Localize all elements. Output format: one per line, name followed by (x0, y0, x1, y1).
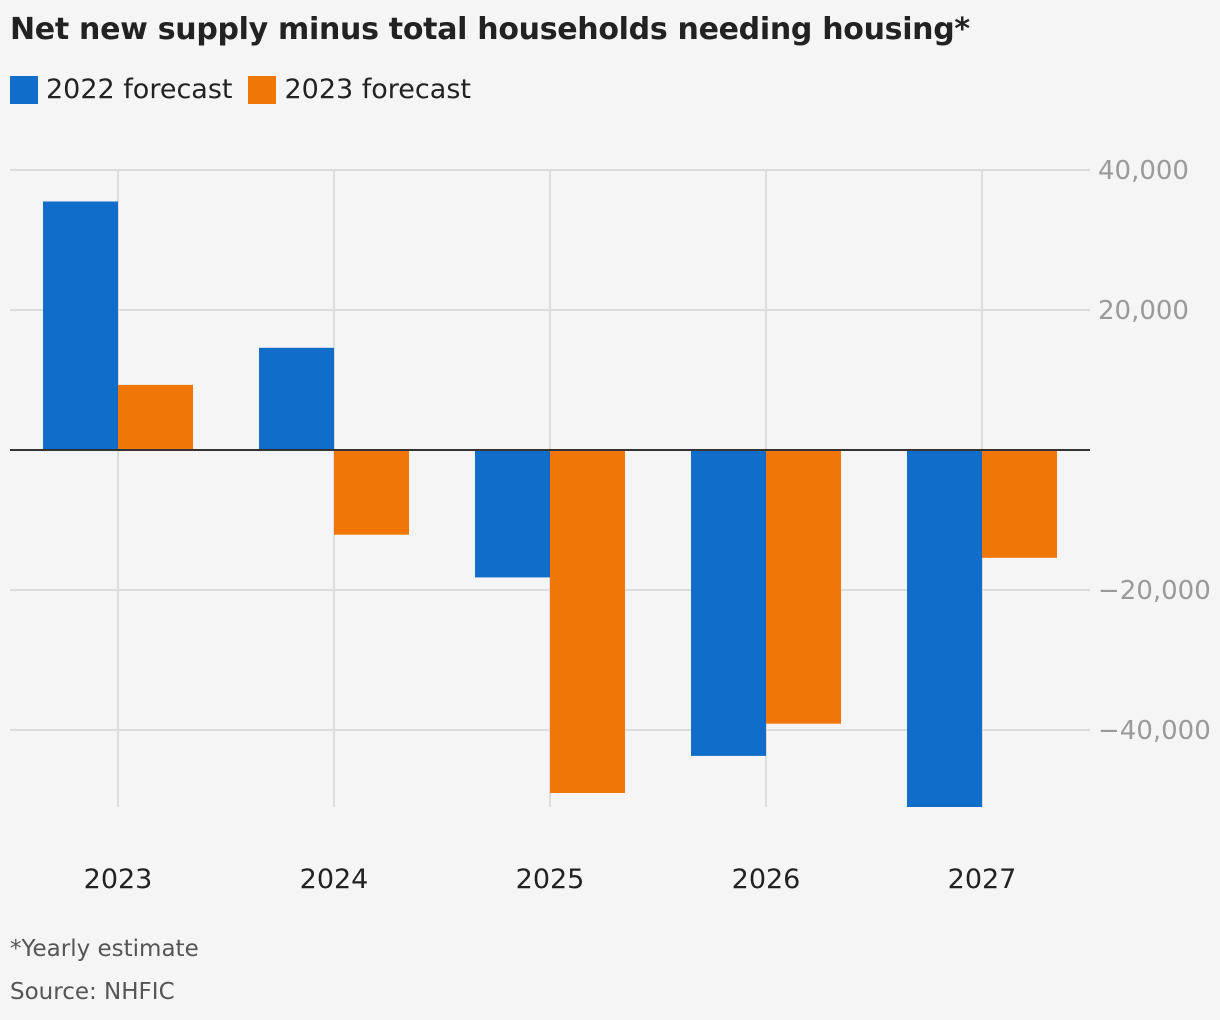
x-tick-label: 2027 (948, 864, 1017, 895)
bar-2022-forecast-2023 (43, 201, 118, 450)
bar-2023-forecast-2027 (982, 450, 1057, 558)
y-tick-label: 40,000 (1098, 156, 1189, 186)
bar-2023-forecast-2026 (766, 450, 841, 724)
legend-label-2022: 2022 forecast (46, 74, 233, 105)
legend-label-2023: 2023 forecast (284, 74, 471, 105)
legend-item-2023: 2023 forecast (248, 74, 471, 105)
bar-2022-forecast-2026 (691, 450, 766, 756)
x-tick-label: 2023 (84, 864, 153, 895)
bar-2023-forecast-2024 (334, 450, 409, 535)
bar-2023-forecast-2023 (118, 384, 193, 450)
x-tick-label: 2026 (732, 864, 801, 895)
footnote: *Yearly estimate (10, 936, 199, 962)
bar-2022-forecast-2024 (259, 347, 334, 450)
y-tick-label: −40,000 (1098, 716, 1211, 746)
y-tick-label: 20,000 (1098, 296, 1189, 326)
legend-swatch-2022 (10, 75, 38, 104)
legend-swatch-2023 (248, 75, 277, 104)
x-tick-label: 2024 (300, 864, 369, 895)
y-tick-label: −20,000 (1098, 576, 1211, 606)
bar-2022-forecast-2027 (907, 450, 982, 807)
bar-2023-forecast-2025 (550, 450, 625, 793)
source-note: Source: NHFIC (10, 979, 175, 1005)
bar-2022-forecast-2025 (475, 450, 550, 578)
x-tick-label: 2025 (516, 864, 585, 895)
chart-title: Net new supply minus total households ne… (10, 12, 970, 47)
legend: 2022 forecast 2023 forecast (10, 74, 487, 105)
legend-item-2022: 2022 forecast (10, 74, 232, 105)
